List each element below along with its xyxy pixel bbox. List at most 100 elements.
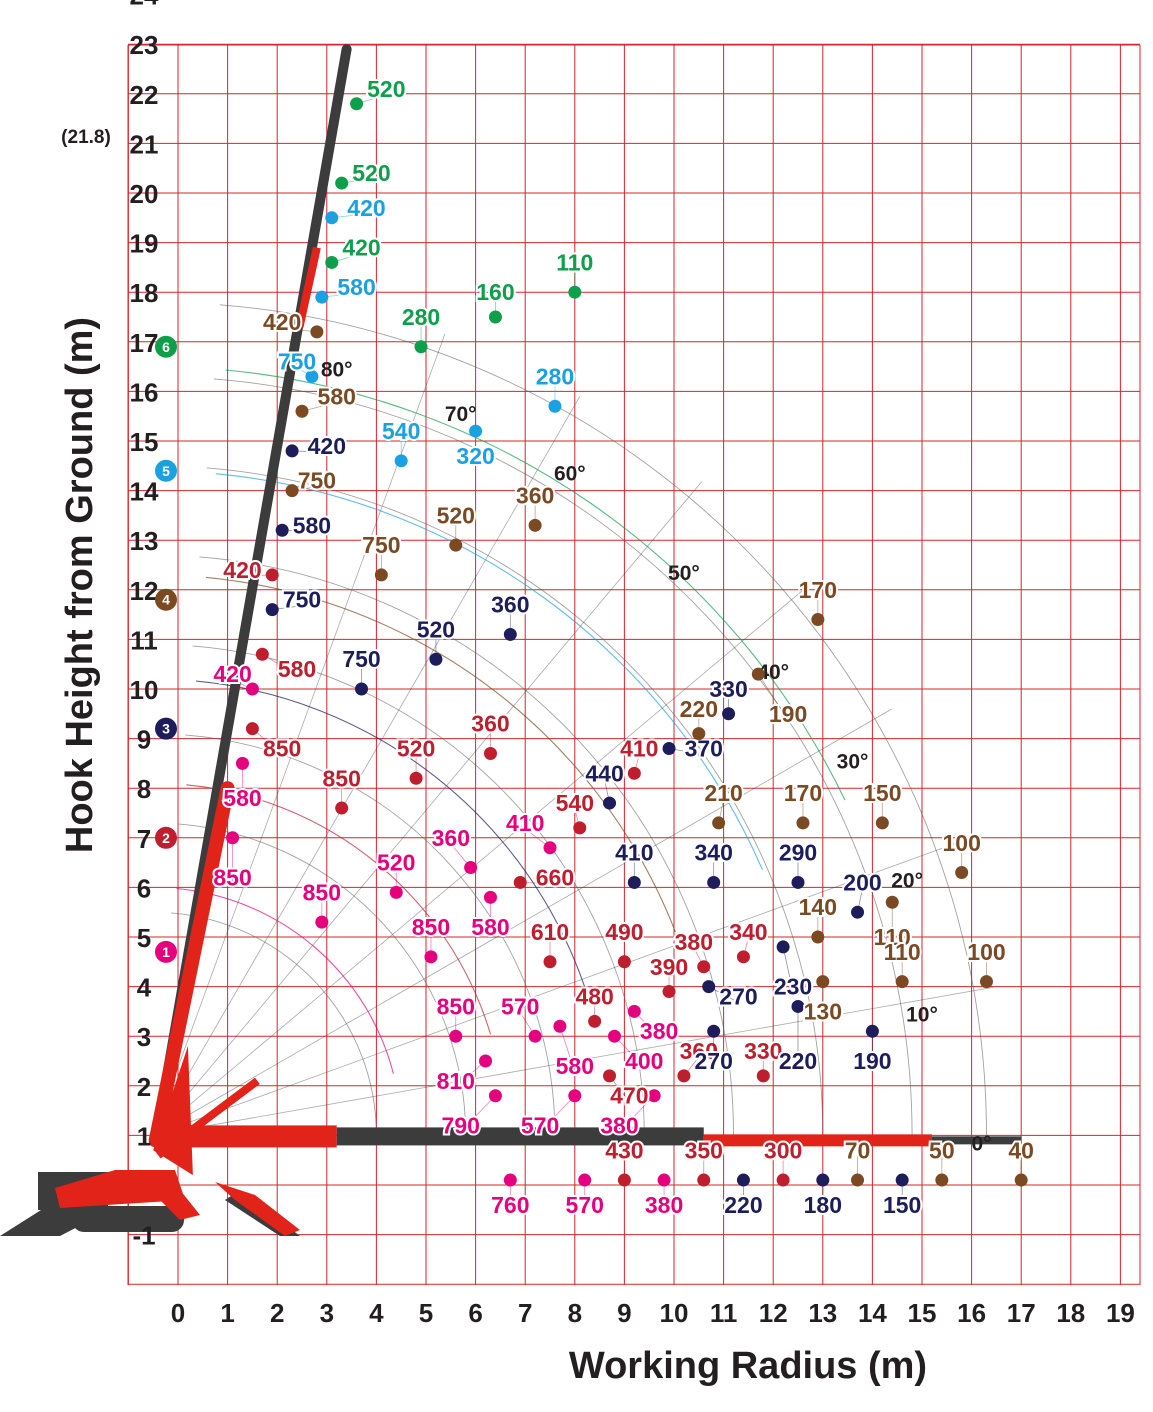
- load-label: 750: [342, 646, 380, 672]
- load-label: 580: [318, 383, 356, 409]
- y-tick-label: 21: [130, 129, 159, 159]
- chart-grid: [127, 43, 1141, 1285]
- load-point: [712, 816, 726, 830]
- y-tick-label: 1: [137, 1121, 151, 1151]
- section-markers: 1 2 3 4 5 6: [155, 335, 177, 963]
- load-label: 220: [680, 696, 718, 722]
- load-label: 160: [476, 279, 514, 305]
- load-label: 270: [694, 1048, 732, 1074]
- load-label: 580: [223, 785, 261, 811]
- load-point: [677, 1069, 691, 1083]
- load-point: [255, 647, 269, 661]
- load-point: [816, 975, 830, 989]
- load-label: 200: [843, 869, 881, 895]
- load-label: 50: [929, 1137, 955, 1163]
- reach-arc: [225, 369, 846, 801]
- load-point: [736, 1173, 750, 1187]
- load-point: [979, 975, 993, 989]
- load-label: 850: [263, 736, 301, 762]
- load-label: 540: [556, 790, 594, 816]
- load-label: 130: [804, 998, 842, 1024]
- load-label: 570: [566, 1192, 604, 1218]
- load-point: [588, 1014, 602, 1028]
- load-point: [811, 930, 825, 944]
- load-point: [235, 756, 249, 770]
- load-label: 230: [774, 974, 812, 1000]
- y-tick-label: 24: [130, 0, 159, 11]
- load-label: 520: [377, 850, 415, 876]
- load-point: [692, 727, 706, 741]
- x-tick-label: 0: [171, 1298, 185, 1328]
- load-point: [245, 722, 259, 736]
- load-point: [513, 875, 527, 889]
- angle-ray: [153, 986, 994, 1136]
- load-label: 520: [437, 502, 475, 528]
- angle-ray: [152, 396, 581, 1136]
- load-point: [707, 875, 721, 889]
- load-label: 100: [942, 830, 980, 856]
- section-marker-number: 2: [162, 830, 170, 846]
- load-point: [865, 1024, 879, 1038]
- load-point: [325, 211, 339, 225]
- load-label: 140: [799, 894, 837, 920]
- y-tick-label: 22: [130, 80, 159, 110]
- load-point: [479, 1054, 493, 1068]
- x-tick-label: 3: [320, 1298, 334, 1328]
- angle-label: 50°: [668, 562, 700, 585]
- load-point: [935, 1173, 949, 1187]
- load-label: 360: [471, 711, 509, 737]
- load-label: 750: [278, 349, 316, 375]
- load-label: 110: [874, 924, 911, 950]
- boom-base-section: [148, 781, 235, 1148]
- load-point: [335, 176, 349, 190]
- y-tick-label: 18: [130, 278, 159, 308]
- x-tick-label: 6: [468, 1298, 482, 1328]
- y-tick-label: 11: [130, 625, 158, 655]
- angle-arc: [178, 823, 467, 1136]
- carrier-arm: [160, 1190, 200, 1220]
- load-label: 280: [536, 364, 574, 390]
- load-label: 610: [531, 919, 569, 945]
- load-label: 150: [863, 780, 901, 806]
- y-tick-label: 23: [130, 30, 159, 60]
- load-point: [414, 340, 428, 354]
- y-tick-label: 2: [137, 1072, 151, 1102]
- load-label: 380: [645, 1192, 683, 1218]
- angle-ray: [152, 481, 702, 1136]
- load-label: 580: [337, 274, 375, 300]
- load-point: [776, 1173, 790, 1187]
- load-label: 520: [352, 160, 390, 186]
- angle-arc: [199, 556, 734, 1136]
- load-label: 380: [675, 929, 713, 955]
- y-tick-label: 12: [130, 576, 159, 606]
- angle-ray: [152, 586, 807, 1136]
- leader-line: [455, 1060, 486, 1088]
- load-label: 540: [382, 418, 420, 444]
- y-tick-label: 10: [130, 675, 159, 705]
- load-point: [449, 538, 463, 552]
- load-point: [285, 484, 299, 498]
- load-point: [503, 1173, 517, 1187]
- load-label: 330: [744, 1038, 782, 1064]
- x-tick-label: 12: [759, 1298, 788, 1328]
- load-point: [355, 682, 369, 696]
- load-label: 850: [322, 765, 360, 791]
- load-point: [226, 831, 240, 845]
- load-label: 380: [600, 1112, 638, 1138]
- load-point: [707, 1024, 721, 1038]
- load-point: [483, 890, 497, 904]
- angle-arc: [206, 467, 824, 1136]
- load-point: [895, 975, 909, 989]
- leader-line: [539, 1095, 576, 1132]
- leader-line: [262, 653, 298, 676]
- angle-arc: [171, 912, 377, 1136]
- y-tick-label: 14: [130, 477, 159, 507]
- load-label: 70: [845, 1137, 871, 1163]
- load-label: 360: [516, 483, 554, 509]
- load-label: 470: [610, 1083, 648, 1109]
- load-label: 340: [729, 919, 767, 945]
- load-point: [483, 746, 497, 760]
